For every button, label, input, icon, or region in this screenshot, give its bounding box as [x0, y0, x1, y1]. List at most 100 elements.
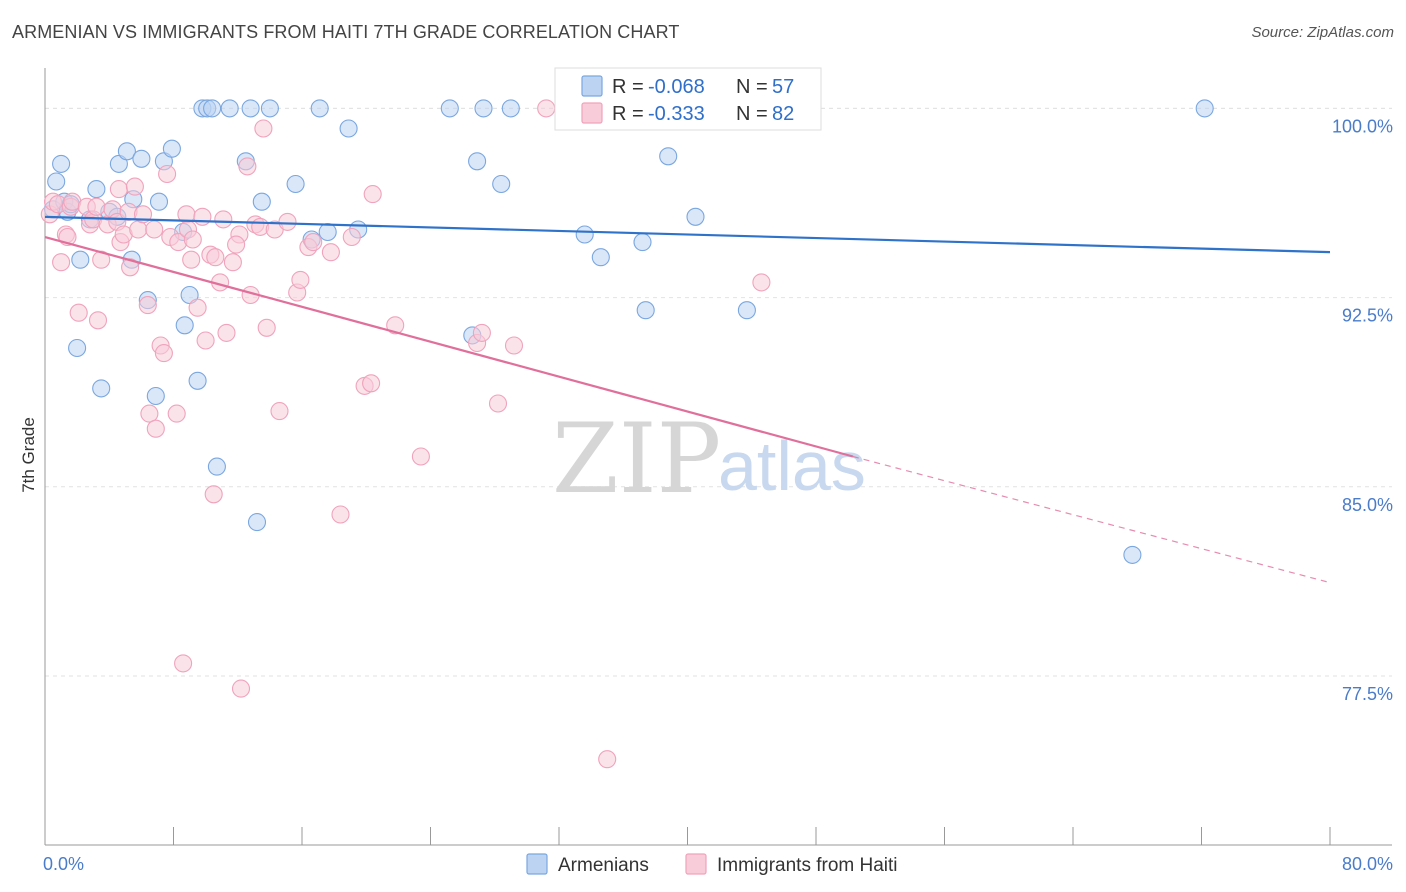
data-points	[40, 99, 1214, 769]
point-haiti	[291, 270, 310, 289]
point-armenians	[220, 99, 239, 118]
point-armenians	[633, 233, 652, 252]
point-haiti	[214, 210, 233, 229]
y-tick-label: 100.0%	[1332, 116, 1393, 136]
series-legend-haiti: Immigrants from Haiti	[717, 855, 898, 876]
point-haiti	[88, 311, 108, 330]
point-haiti	[146, 419, 165, 438]
point-armenians	[659, 147, 678, 166]
legend-r-label-2: R =	[612, 103, 644, 125]
point-haiti	[331, 505, 350, 524]
point-armenians	[52, 154, 71, 173]
point-armenians	[68, 338, 87, 358]
point-haiti	[188, 298, 207, 317]
point-armenians	[87, 180, 106, 199]
point-haiti	[254, 119, 273, 138]
point-haiti	[362, 374, 381, 393]
point-armenians	[339, 119, 358, 138]
point-haiti	[154, 344, 173, 363]
point-armenians	[117, 142, 136, 161]
point-haiti	[158, 164, 177, 184]
point-haiti	[223, 253, 242, 272]
point-armenians	[175, 316, 194, 335]
point-haiti	[52, 253, 71, 272]
point-haiti	[321, 243, 340, 262]
point-haiti	[472, 323, 491, 342]
point-armenians	[252, 192, 271, 211]
legend-swatch-armenians	[581, 75, 603, 97]
y-tick-label: 77.5%	[1342, 684, 1393, 704]
y-tick-label: 85.0%	[1342, 495, 1393, 515]
point-armenians	[737, 301, 756, 320]
point-haiti	[138, 296, 157, 315]
point-armenians	[286, 174, 305, 194]
point-haiti	[217, 323, 236, 342]
point-haiti	[537, 99, 556, 118]
tick-labels: 100.0% 92.5% 85.0% 77.5% 0.0% 80.0%	[43, 116, 1393, 874]
point-haiti	[140, 404, 159, 423]
point-armenians	[71, 250, 90, 269]
series-legend: Armenians Immigrants from Haiti	[526, 853, 898, 876]
point-armenians	[468, 152, 487, 171]
y-tick-label: 92.5%	[1342, 306, 1393, 326]
source-credit: Source: ZipAtlas.com	[1251, 24, 1394, 41]
series-legend-swatch-armenians	[526, 853, 548, 875]
legend-r-value-2: -0.333	[648, 103, 705, 125]
point-armenians	[1123, 545, 1142, 564]
point-haiti	[270, 402, 289, 421]
point-armenians	[92, 379, 111, 398]
point-armenians	[1195, 99, 1214, 118]
point-armenians	[260, 99, 279, 118]
legend-n-value-1: 57	[772, 76, 794, 98]
series-legend-armenians: Armenians	[558, 855, 649, 876]
point-haiti	[363, 185, 382, 204]
legend-r-value-1: -0.068	[648, 76, 705, 98]
point-armenians	[686, 207, 705, 226]
point-haiti	[174, 654, 193, 673]
point-haiti	[411, 447, 430, 466]
stats-legend: R = -0.068 N = 57 R = -0.333 N = 82	[554, 67, 822, 131]
point-armenians	[591, 248, 610, 267]
watermark-zip: ZIP	[552, 403, 721, 515]
point-armenians	[501, 99, 520, 118]
point-armenians	[440, 99, 459, 118]
point-armenians	[318, 222, 337, 242]
point-armenians	[132, 149, 151, 168]
x-tick-label-max: 80.0%	[1342, 854, 1393, 874]
point-armenians	[207, 457, 226, 476]
point-armenians	[636, 301, 655, 320]
trend-line-haiti-extension	[852, 455, 1331, 584]
point-armenians	[149, 192, 169, 211]
legend-r-label-1: R =	[612, 76, 644, 98]
point-armenians	[247, 513, 267, 532]
point-haiti	[109, 180, 128, 199]
point-haiti	[145, 220, 164, 239]
point-haiti	[386, 316, 405, 335]
point-haiti	[342, 227, 361, 247]
point-armenians	[492, 174, 511, 194]
point-haiti	[125, 177, 144, 196]
chart-title: ARMENIAN VS IMMIGRANTS FROM HAITI 7TH GR…	[12, 22, 680, 42]
point-armenians	[575, 225, 594, 244]
legend-n-value-2: 82	[772, 103, 794, 125]
point-haiti	[87, 197, 106, 216]
point-haiti	[238, 157, 257, 176]
point-haiti	[196, 331, 215, 350]
point-haiti	[193, 207, 212, 226]
point-armenians	[47, 172, 66, 191]
point-haiti	[231, 679, 251, 698]
point-haiti	[598, 750, 617, 769]
point-armenians	[146, 386, 165, 406]
point-haiti	[278, 212, 297, 231]
point-haiti	[257, 318, 276, 337]
legend-n-label-2: N =	[736, 103, 768, 125]
trend-lines	[44, 215, 1331, 584]
point-armenians	[188, 371, 207, 390]
point-haiti	[204, 485, 223, 504]
point-haiti	[167, 404, 186, 423]
point-armenians	[241, 99, 260, 118]
point-haiti	[227, 235, 246, 254]
point-haiti	[69, 303, 88, 322]
point-haiti	[504, 336, 524, 355]
